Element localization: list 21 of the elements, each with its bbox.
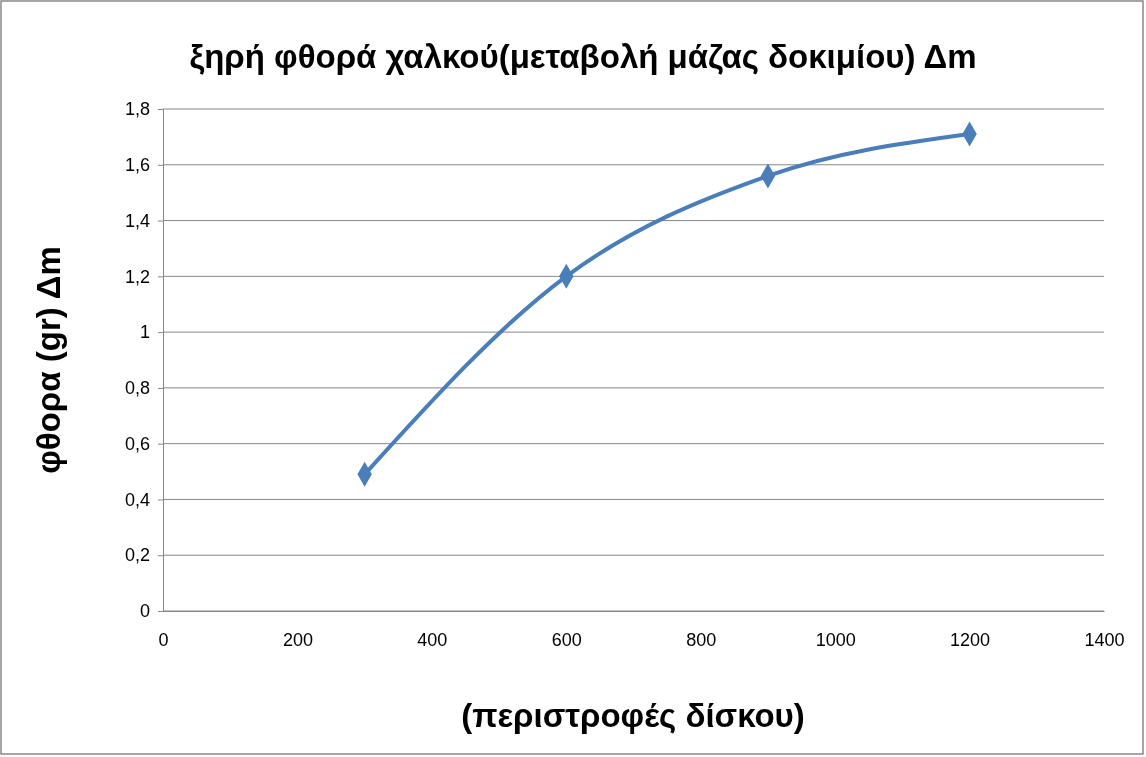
x-tick-label: 600: [551, 629, 582, 650]
y-tick-label: 0: [139, 601, 150, 622]
y-tick-label: 1,8: [124, 99, 150, 120]
y-tick-label: 1: [139, 322, 150, 343]
x-tick-label: 200: [282, 629, 313, 650]
x-tick-label: 800: [686, 629, 717, 650]
chart-title: ξηρή φθορά χαλκού(μεταβολή μάζας δοκιμίου) Δm: [189, 38, 977, 75]
x-tick-label: 1400: [1084, 629, 1125, 650]
x-tick-label: 400: [417, 629, 448, 650]
y-tick-label: 1,2: [124, 266, 150, 287]
y-tick-label: 0,8: [124, 378, 150, 399]
x-tick-label: 1200: [950, 629, 991, 650]
x-tick-label: 0: [158, 629, 169, 650]
y-axis-title: φθορα (gr) Δm: [30, 246, 67, 474]
y-tick-label: 0,4: [124, 489, 150, 510]
y-tick-label: 1,6: [124, 155, 150, 176]
y-tick-label: 0,2: [124, 545, 150, 566]
y-tick-label: 0,6: [124, 433, 150, 454]
x-axis-title: (περιστροφές δίσκου): [461, 697, 805, 734]
x-tick-label: 1000: [815, 629, 856, 650]
y-tick-label: 1,4: [124, 210, 150, 231]
